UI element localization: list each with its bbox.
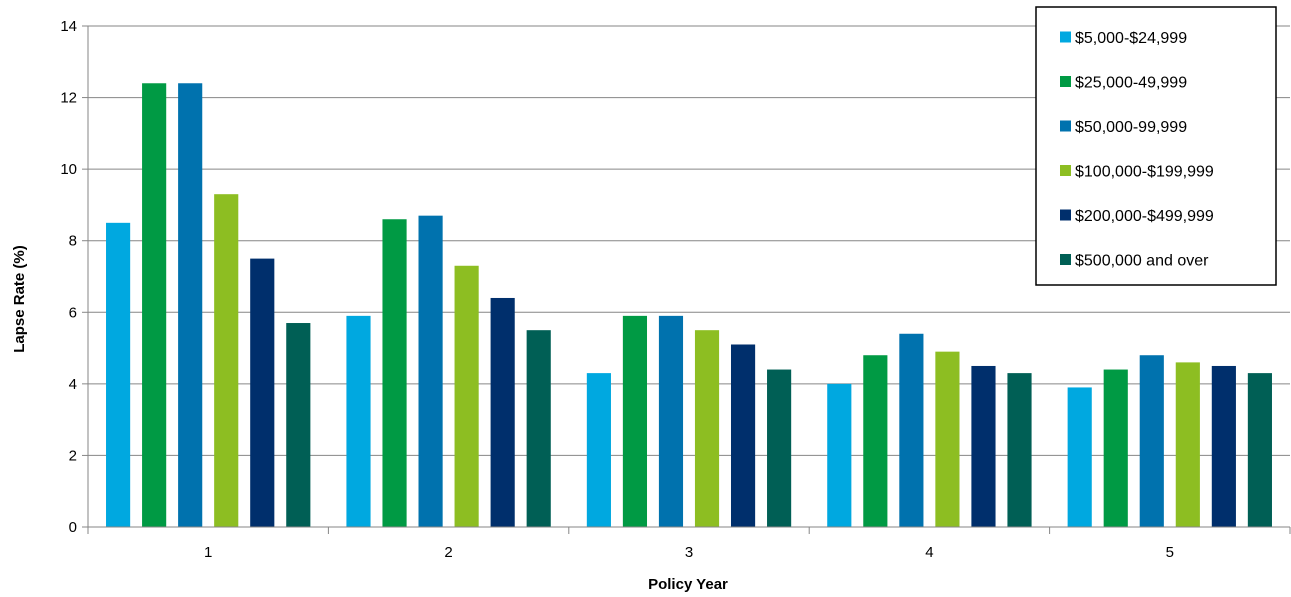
legend-swatch bbox=[1060, 165, 1071, 176]
bar bbox=[586, 373, 611, 527]
bar bbox=[214, 194, 239, 527]
bar bbox=[346, 315, 371, 527]
bars bbox=[106, 83, 1272, 528]
bar bbox=[730, 344, 756, 527]
bar bbox=[1247, 373, 1272, 527]
bar bbox=[418, 215, 443, 527]
legend-swatch bbox=[1060, 254, 1071, 265]
legend-label: $500,000 and over bbox=[1075, 253, 1209, 270]
legend-swatch bbox=[1060, 209, 1071, 221]
bar bbox=[827, 383, 852, 527]
x-tick-label: 5 bbox=[1166, 544, 1174, 561]
y-axis: 0 2 4 6 8 10 12 14 bbox=[60, 18, 89, 536]
bar bbox=[1175, 362, 1200, 527]
y-tick-label: 10 bbox=[60, 161, 77, 178]
bar bbox=[490, 297, 515, 527]
bar bbox=[899, 333, 924, 527]
bar bbox=[971, 365, 996, 527]
legend-label: $50,000-99,999 bbox=[1075, 119, 1187, 136]
legend: $5,000-$24,999 $25,000-49,999 $50,000-99,9… bbox=[1035, 6, 1277, 286]
bar bbox=[1067, 387, 1092, 527]
y-tick-label: 0 bbox=[69, 519, 77, 536]
x-tick-label: 4 bbox=[925, 544, 933, 561]
bar bbox=[694, 330, 720, 527]
legend-label: $100,000-$199,999 bbox=[1075, 164, 1214, 181]
bar bbox=[1103, 369, 1128, 527]
y-tick-label: 12 bbox=[60, 90, 77, 107]
bar bbox=[767, 369, 792, 527]
y-tick-label: 14 bbox=[60, 18, 77, 35]
bar bbox=[178, 83, 203, 527]
y-tick-label: 4 bbox=[69, 376, 77, 393]
bar bbox=[1139, 355, 1164, 527]
bar bbox=[286, 323, 311, 527]
x-tick-label: 1 bbox=[204, 544, 212, 561]
bar bbox=[106, 222, 131, 528]
bar bbox=[622, 315, 648, 527]
y-axis-title: Lapse Rate (%) bbox=[11, 245, 28, 353]
bar bbox=[1007, 373, 1032, 527]
x-axis-title: Policy Year bbox=[648, 576, 728, 593]
x-axis: 1 2 3 4 5 bbox=[87, 526, 1291, 561]
legend-box bbox=[1035, 6, 1277, 286]
legend-swatch bbox=[1060, 76, 1071, 87]
bar bbox=[382, 219, 407, 527]
legend-swatch bbox=[1060, 31, 1071, 43]
bar bbox=[142, 83, 167, 527]
x-tick-label: 2 bbox=[444, 544, 452, 561]
y-tick-label: 6 bbox=[69, 304, 77, 321]
legend-label: $5,000-$24,999 bbox=[1075, 30, 1187, 47]
legend-swatch bbox=[1060, 120, 1071, 132]
bar bbox=[250, 258, 275, 527]
bar bbox=[935, 351, 960, 527]
legend-label: $200,000-$499,999 bbox=[1075, 208, 1214, 225]
x-tick-label: 3 bbox=[685, 544, 693, 561]
legend-label: $25,000-49,999 bbox=[1075, 75, 1187, 92]
bar bbox=[1211, 365, 1236, 527]
bar bbox=[658, 315, 684, 527]
bar bbox=[526, 330, 551, 527]
bar bbox=[454, 265, 479, 527]
y-tick-label: 2 bbox=[69, 447, 77, 464]
y-tick-label: 8 bbox=[69, 233, 77, 250]
bar bbox=[863, 355, 888, 527]
